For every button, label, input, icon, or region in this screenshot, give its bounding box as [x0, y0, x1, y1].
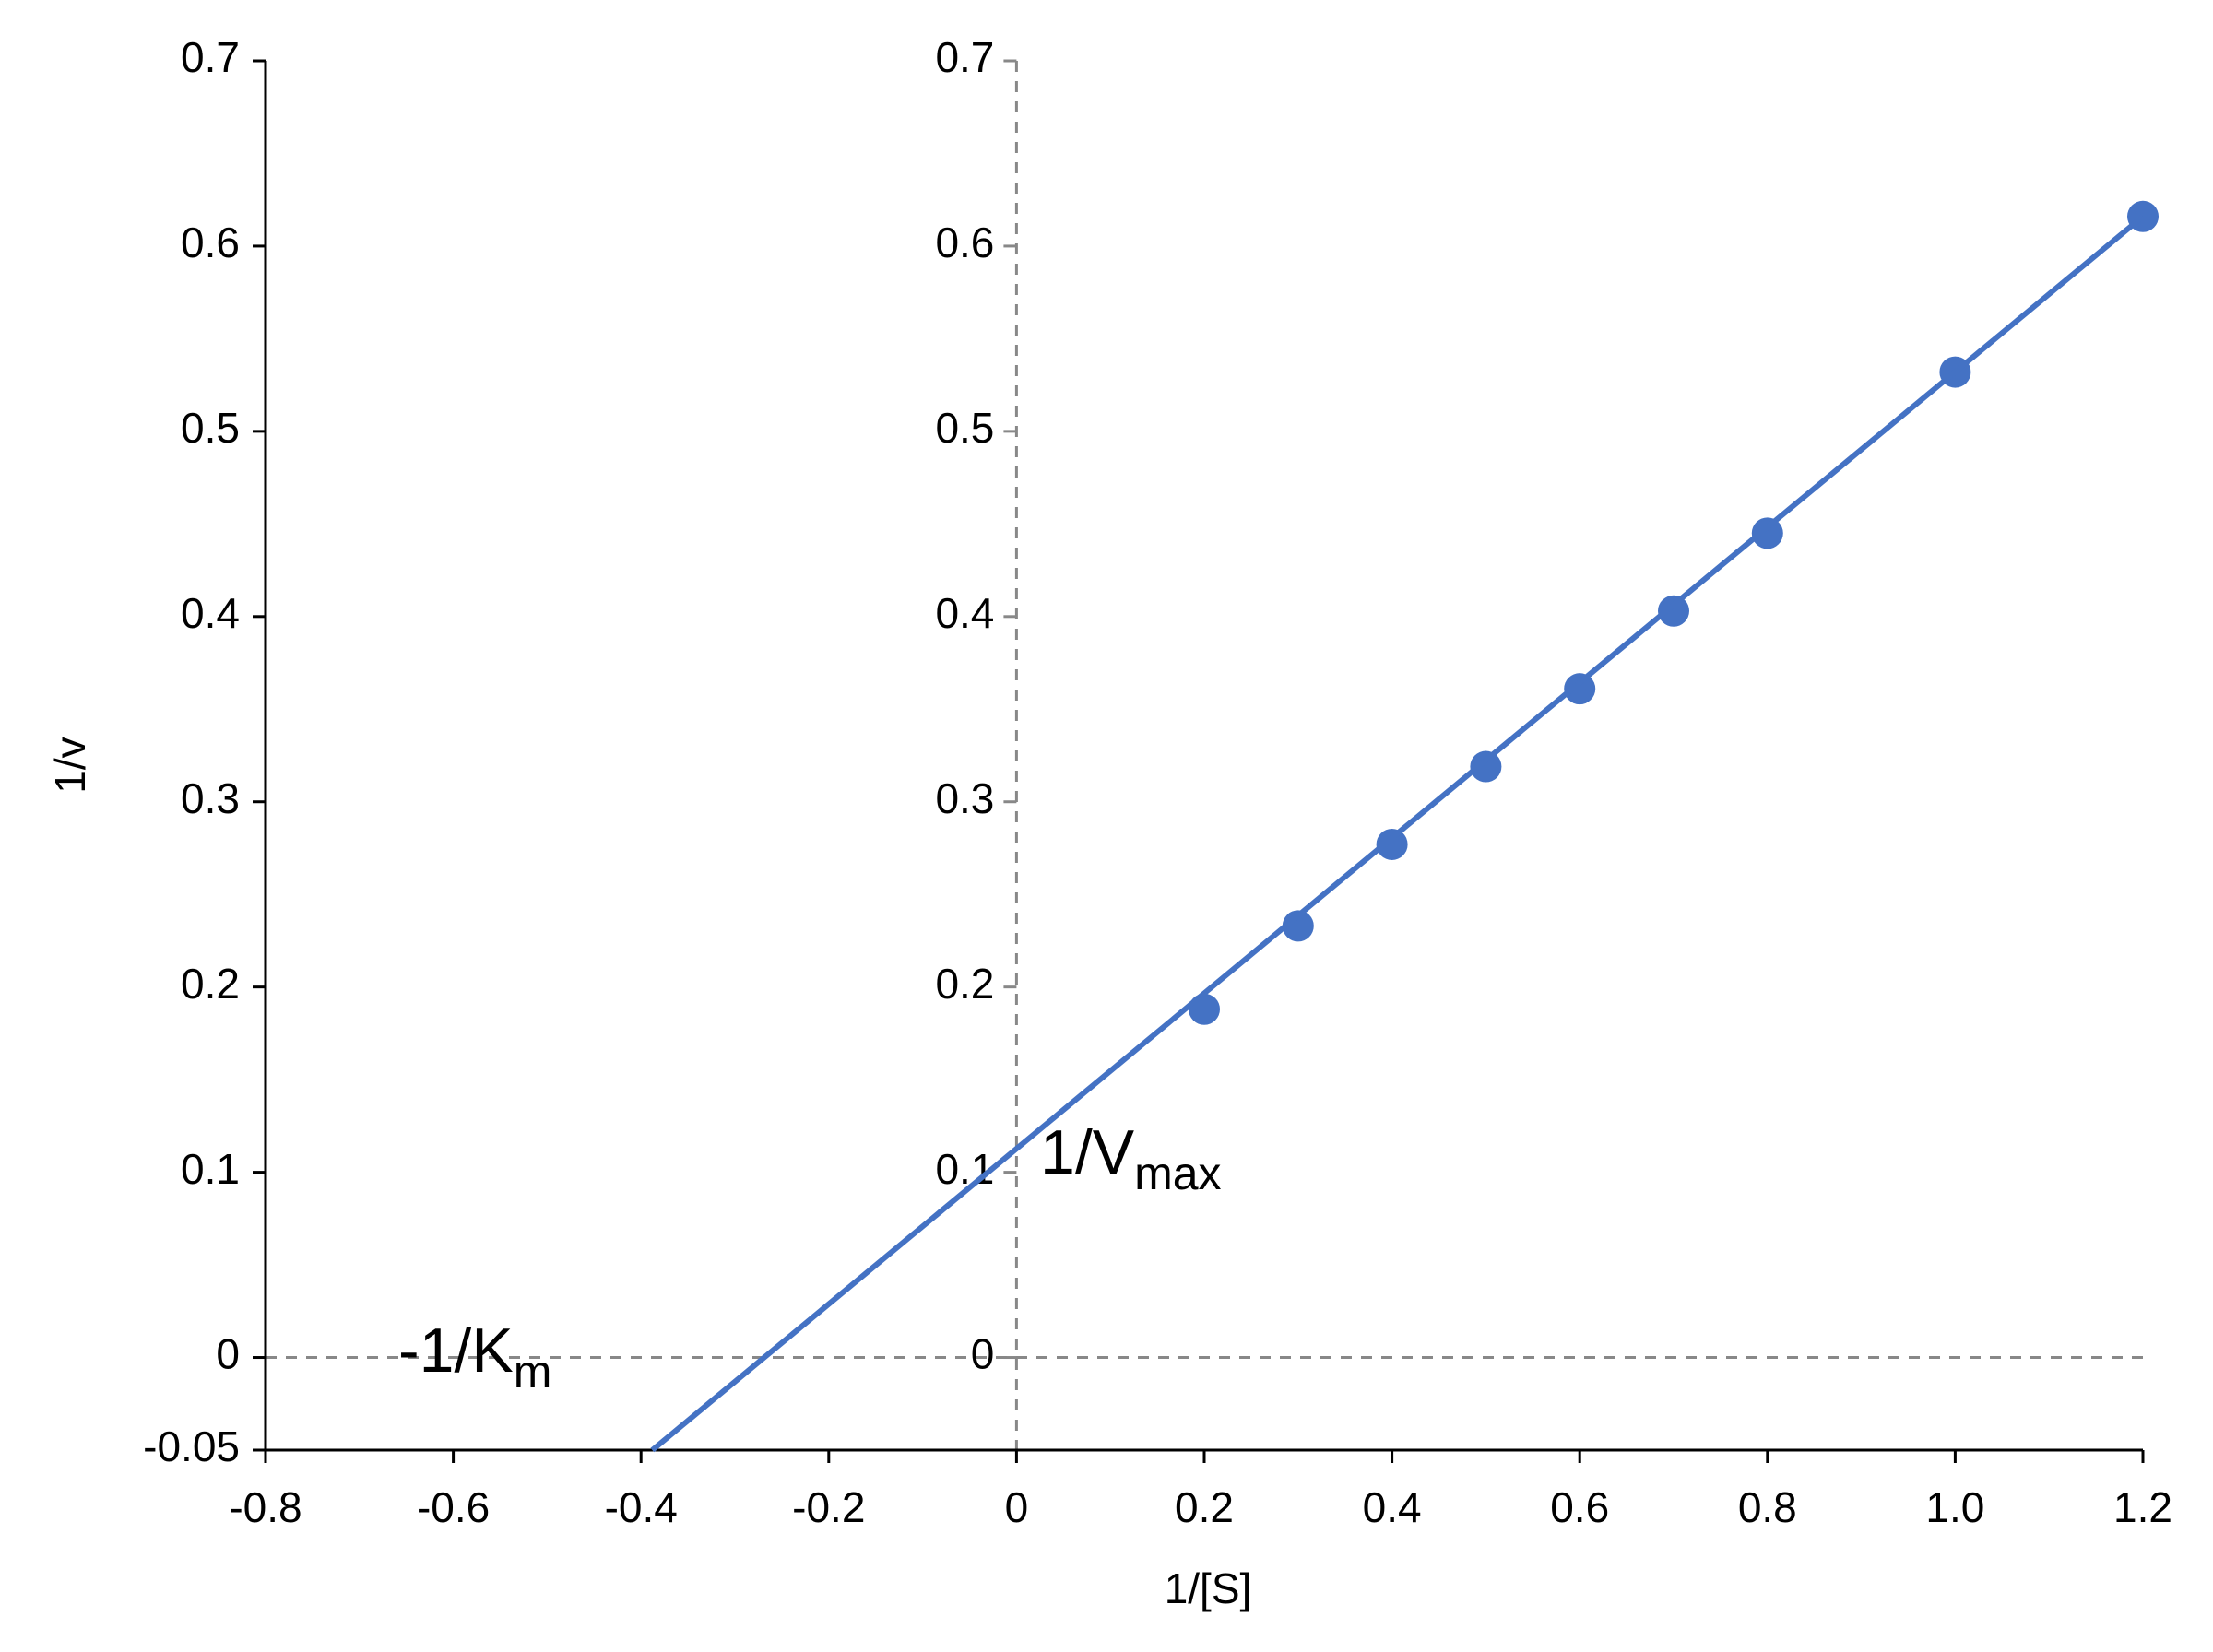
- annotation: -1/Km: [398, 1316, 551, 1398]
- annotation-subscript: max: [1134, 1148, 1221, 1199]
- x-axis-label: 1/[S]: [1165, 1564, 1252, 1612]
- trend-line: [650, 214, 2145, 1453]
- x-tick-label: 0.4: [1363, 1483, 1422, 1531]
- y-tick-label: 0.3: [181, 774, 240, 822]
- x-tick-label: -0.8: [229, 1483, 302, 1531]
- y-tick-label: 0.6: [181, 218, 240, 266]
- y-tick-label: 0.4: [181, 589, 240, 637]
- data-point: [1376, 828, 1408, 860]
- y-tick-label: 0.2: [935, 960, 994, 1008]
- x-tick-label: 0.6: [1550, 1483, 1609, 1531]
- annotation-subscript: m: [514, 1346, 552, 1398]
- x-tick-label: 0.8: [1738, 1483, 1797, 1531]
- y-tick-label: 0.2: [181, 960, 240, 1008]
- x-tick-label: 0: [1005, 1483, 1029, 1531]
- y-tick-label: 0.5: [181, 404, 240, 452]
- y-axis-label: 1/v: [46, 737, 94, 793]
- y-tick-label: 0.6: [935, 218, 994, 266]
- y-tick-label: 0: [216, 1330, 240, 1378]
- y-tick-label: -0.05: [143, 1422, 240, 1470]
- y-tick-label: 0.7: [181, 33, 240, 81]
- data-point: [1658, 595, 1689, 627]
- data-point: [1189, 993, 1220, 1025]
- x-tick-label: 1.0: [1925, 1483, 1984, 1531]
- x-tick-label: -0.6: [417, 1483, 490, 1531]
- annotation-text: 1/V: [1040, 1117, 1135, 1187]
- y-tick-label: 0.3: [935, 774, 994, 822]
- y-tick-label: 0.1: [935, 1145, 994, 1193]
- y-tick-label: 0.7: [935, 33, 994, 81]
- x-tick-label: 1.2: [2113, 1483, 2172, 1531]
- data-point: [1282, 910, 1314, 942]
- data-point: [1470, 750, 1502, 783]
- annotation-text: -1/K: [398, 1316, 514, 1386]
- y-tick-label: 0.1: [181, 1145, 240, 1193]
- x-tick-label: -0.2: [792, 1483, 865, 1531]
- y-tick-label: 0.4: [935, 589, 994, 637]
- annotation: 1/Vmax: [1040, 1117, 1222, 1199]
- x-tick-label: -0.4: [605, 1483, 678, 1531]
- data-point: [1564, 673, 1596, 705]
- x-tick-label: 0.2: [1175, 1483, 1234, 1531]
- y-tick-label: 0: [971, 1330, 995, 1378]
- data-point: [1751, 517, 1783, 549]
- y-tick-label: 0.5: [935, 404, 994, 452]
